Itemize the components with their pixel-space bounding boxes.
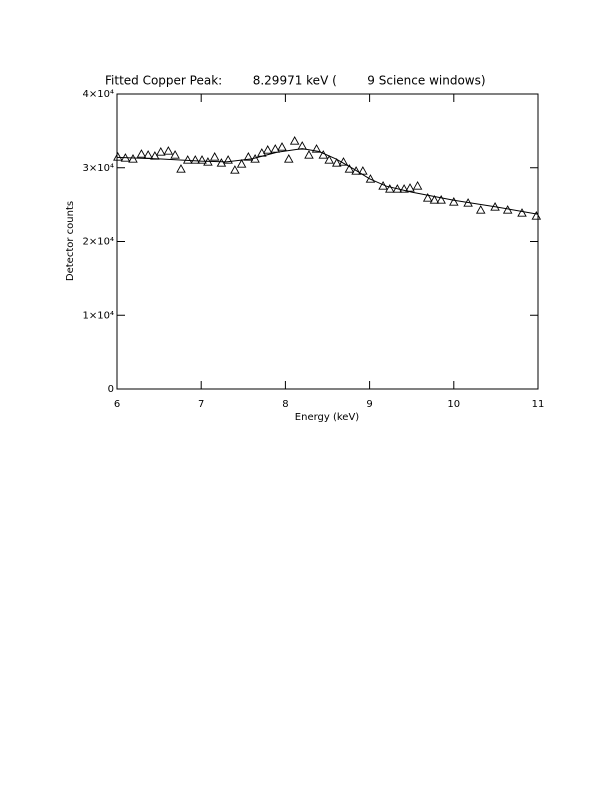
x-axis-label: Energy (keV)	[295, 412, 360, 423]
data-point	[197, 155, 207, 164]
data-point	[209, 152, 220, 161]
x-tick-label: 9	[366, 399, 372, 410]
data-point	[429, 195, 440, 204]
data-point	[378, 181, 388, 190]
data-point	[304, 150, 314, 159]
data-point	[243, 152, 254, 161]
data-point	[289, 136, 300, 145]
data-point	[422, 193, 433, 202]
data-point	[284, 154, 294, 163]
data-point	[250, 154, 260, 163]
y-tick-label: 1×10⁴	[83, 310, 114, 321]
data-point	[358, 166, 368, 175]
x-tick-label: 11	[532, 399, 545, 410]
data-point	[156, 147, 166, 156]
data-point	[277, 142, 287, 151]
data-point	[385, 184, 395, 193]
data-point	[113, 152, 123, 161]
data-point	[399, 184, 409, 193]
data-point	[143, 150, 153, 159]
y-axis-label: Detector counts	[65, 201, 76, 281]
data-point	[262, 145, 273, 154]
data-point	[203, 157, 213, 166]
data-point	[223, 155, 233, 164]
data-point	[365, 174, 376, 183]
data-point	[502, 205, 513, 214]
y-tick-label: 2×10⁴	[83, 237, 114, 248]
x-tick-label: 10	[447, 399, 460, 410]
data-point	[270, 144, 281, 153]
data-point	[311, 144, 322, 153]
data-point	[297, 141, 308, 150]
data-point	[324, 155, 334, 164]
chart-title: Fitted Copper Peak: 8.29971 keV ( 9 Scie…	[105, 74, 486, 88]
data-point	[436, 195, 446, 204]
data-point	[216, 158, 227, 167]
data-point	[392, 184, 403, 193]
data-point	[463, 198, 473, 207]
data-point	[318, 150, 329, 159]
data-point	[531, 211, 542, 220]
data-point	[150, 151, 160, 160]
data-point	[236, 159, 247, 168]
y-tick-label: 3×10⁴	[83, 163, 114, 174]
data-point	[136, 149, 147, 158]
x-tick-label: 6	[114, 399, 120, 410]
data-point	[338, 157, 349, 166]
data-point	[351, 166, 361, 175]
data-point	[190, 155, 201, 164]
data-point	[449, 197, 459, 206]
x-tick-label: 8	[282, 399, 288, 410]
data-point	[170, 150, 180, 159]
y-tick-label: 0	[108, 384, 114, 395]
data-point	[176, 164, 186, 173]
fit-line	[116, 148, 539, 215]
data-point	[412, 181, 423, 190]
data-point	[230, 165, 240, 174]
data-point	[475, 205, 486, 214]
data-point	[517, 208, 527, 217]
data-point	[490, 202, 500, 211]
data-point	[405, 183, 415, 192]
data-point	[344, 164, 355, 173]
y-tick-label: 4×10⁴	[83, 89, 114, 100]
x-tick-label: 7	[198, 399, 204, 410]
data-point	[163, 146, 174, 155]
data-point	[331, 158, 342, 167]
data-point	[120, 153, 131, 162]
data-point	[182, 155, 193, 164]
data-point	[128, 154, 138, 163]
